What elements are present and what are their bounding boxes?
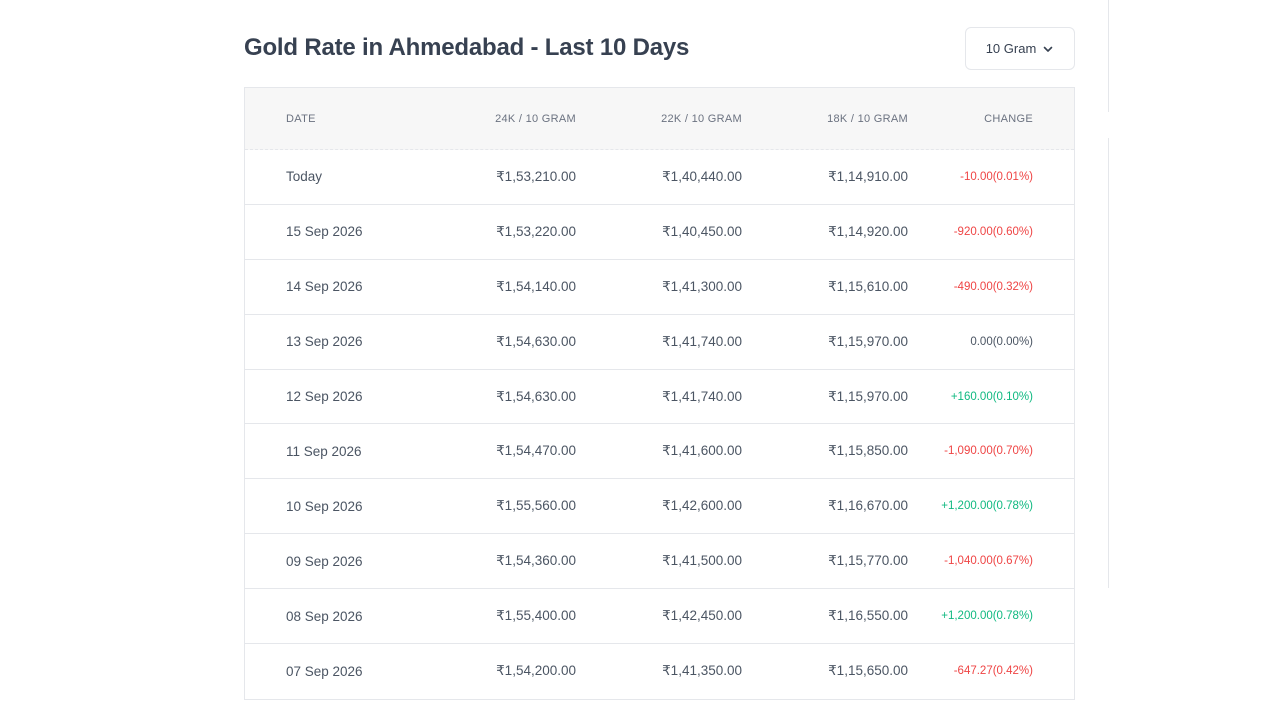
page-divider [1108,138,1109,588]
header-24k: 24K / 10 GRAM [495,112,576,125]
cell-date: 10 Sep 2026 [286,498,363,514]
table-row: 15 Sep 2026 ₹1,53,220.00 ₹1,40,450.00 ₹1,14… [245,205,1074,260]
cell-change: -920.00(0.60%) [953,225,1033,238]
cell-24k: ₹1,54,630.00 [496,388,576,404]
cell-change: -490.00(0.32%) [953,280,1033,293]
cell-18k: ₹1,15,970.00 [828,333,908,349]
cell-18k: ₹1,15,770.00 [828,553,908,569]
cell-24k: ₹1,54,630.00 [496,333,576,349]
cell-24k: ₹1,53,220.00 [496,223,576,239]
table-body: Today ₹1,53,210.00 ₹1,40,440.00 ₹1,14,910.0… [245,150,1074,699]
cell-18k: ₹1,14,910.00 [828,168,908,184]
cell-change: -647.27(0.42%) [953,665,1033,678]
cell-24k: ₹1,55,400.00 [496,608,576,624]
table-row: 09 Sep 2026 ₹1,54,360.00 ₹1,41,500.00 ₹1,15… [245,534,1074,590]
cell-22k: ₹1,41,350.00 [662,663,742,679]
cell-18k: ₹1,14,920.00 [828,223,908,239]
header-date: DATE [286,112,316,125]
table-row: 14 Sep 2026 ₹1,54,140.00 ₹1,41,300.00 ₹1,15… [245,260,1074,315]
table-row: 13 Sep 2026 ₹1,54,630.00 ₹1,41,740.00 ₹1,15… [245,315,1074,370]
cell-18k: ₹1,16,550.00 [828,608,908,624]
cell-date: 07 Sep 2026 [286,663,363,679]
cell-date: 11 Sep 2026 [286,443,362,459]
page-divider [1108,0,1109,112]
cell-18k: ₹1,16,670.00 [828,498,908,514]
cell-22k: ₹1,42,600.00 [662,498,742,514]
table-header: DATE 24K / 10 GRAM 22K / 10 GRAM 18K / 1… [245,88,1074,150]
table-row: 10 Sep 2026 ₹1,55,560.00 ₹1,42,600.00 ₹1,16… [245,479,1074,535]
cell-24k: ₹1,53,210.00 [496,168,576,184]
cell-change: +1,200.00(0.78%) [941,500,1033,513]
gold-rate-section: Gold Rate in Ahmedabad - Last 10 Days 10… [244,0,1076,700]
cell-22k: ₹1,41,740.00 [662,388,742,404]
cell-24k: ₹1,54,140.00 [496,278,576,294]
cell-date: Today [286,169,323,185]
cell-date: 15 Sep 2026 [286,224,363,240]
header-22k: 22K / 10 GRAM [661,112,742,125]
cell-22k: ₹1,41,500.00 [662,553,742,569]
cell-22k: ₹1,42,450.00 [662,608,742,624]
cell-change: 0.00(0.00%) [970,335,1033,348]
unit-dropdown[interactable]: 10 Gram [965,27,1075,70]
table-row: 11 Sep 2026 ₹1,54,470.00 ₹1,41,600.00 ₹1,15… [245,424,1074,480]
cell-date: 08 Sep 2026 [286,608,363,624]
table-row: 12 Sep 2026 ₹1,54,630.00 ₹1,41,740.00 ₹1,15… [245,370,1074,425]
cell-24k: ₹1,54,200.00 [496,663,576,679]
table-row: 07 Sep 2026 ₹1,54,200.00 ₹1,41,350.00 ₹1,15… [245,644,1074,699]
header-change: CHANGE [984,112,1033,125]
cell-22k: ₹1,40,440.00 [662,168,742,184]
chevron-down-icon [1043,46,1053,52]
cell-24k: ₹1,54,470.00 [496,443,576,459]
cell-18k: ₹1,15,970.00 [828,388,908,404]
cell-change: +160.00(0.10%) [950,390,1033,403]
cell-24k: ₹1,54,360.00 [496,553,576,569]
cell-24k: ₹1,55,560.00 [496,498,576,514]
cell-change: +1,200.00(0.78%) [941,610,1033,623]
gold-rate-table: DATE 24K / 10 GRAM 22K / 10 GRAM 18K / 1… [244,87,1075,700]
cell-18k: ₹1,15,650.00 [828,663,908,679]
page-title: Gold Rate in Ahmedabad - Last 10 Days [244,34,690,61]
cell-22k: ₹1,40,450.00 [662,223,742,239]
cell-date: 13 Sep 2026 [286,334,363,350]
cell-change: -10.00(0.01%) [960,170,1033,183]
cell-change: -1,090.00(0.70%) [944,445,1033,458]
cell-date: 12 Sep 2026 [286,389,363,404]
cell-22k: ₹1,41,300.00 [662,278,742,294]
cell-22k: ₹1,41,600.00 [662,443,742,459]
header-18k: 18K / 10 GRAM [827,112,908,125]
cell-change: -1,040.00(0.67%) [944,555,1033,568]
cell-date: 14 Sep 2026 [286,279,363,295]
cell-18k: ₹1,15,850.00 [828,443,908,459]
table-row: 08 Sep 2026 ₹1,55,400.00 ₹1,42,450.00 ₹1,16… [245,589,1074,645]
table-row: Today ₹1,53,210.00 ₹1,40,440.00 ₹1,14,910.0… [245,150,1074,205]
section-header: Gold Rate in Ahmedabad - Last 10 Days 10… [244,0,1076,87]
unit-dropdown-value: 10 Gram [985,41,1037,56]
cell-date: 09 Sep 2026 [286,553,363,569]
cell-22k: ₹1,41,740.00 [662,333,742,349]
cell-18k: ₹1,15,610.00 [828,278,908,294]
